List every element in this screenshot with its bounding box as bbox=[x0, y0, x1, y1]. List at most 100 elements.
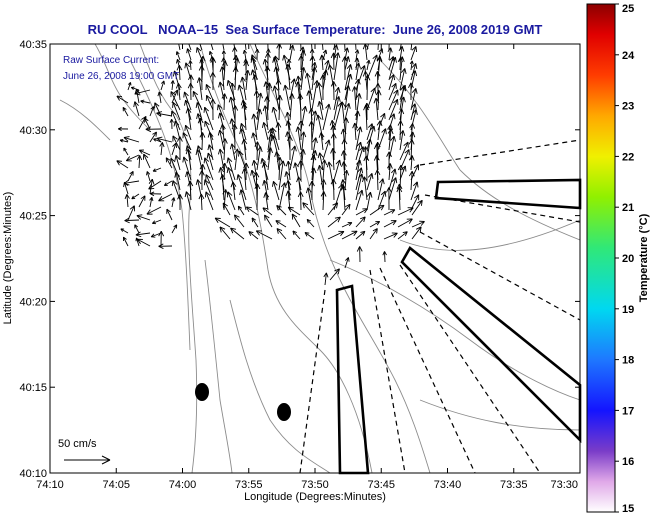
current-vector bbox=[344, 56, 351, 71]
current-vector bbox=[143, 153, 151, 169]
current-vector bbox=[300, 131, 307, 161]
current-vector bbox=[214, 217, 231, 228]
current-vector bbox=[262, 207, 273, 216]
current-vector bbox=[366, 138, 373, 161]
current-vector bbox=[356, 246, 363, 263]
current-vector bbox=[177, 136, 183, 161]
current-vector bbox=[221, 138, 228, 161]
current-vector bbox=[256, 146, 263, 171]
station-marker bbox=[195, 383, 209, 401]
current-vector bbox=[408, 155, 415, 171]
current-vector bbox=[163, 180, 173, 186]
y-tick-label: 40:10 bbox=[19, 468, 47, 480]
current-vector bbox=[134, 89, 151, 96]
current-vector bbox=[410, 164, 419, 181]
current-vector bbox=[411, 226, 422, 240]
current-vector bbox=[287, 206, 301, 216]
current-vector bbox=[261, 122, 269, 141]
current-vector bbox=[377, 44, 379, 51]
current-vector bbox=[207, 131, 214, 151]
current-vector bbox=[300, 67, 307, 91]
current-vector bbox=[410, 88, 418, 111]
current-vector bbox=[197, 117, 204, 141]
current-vector bbox=[300, 106, 308, 131]
current-vector bbox=[205, 174, 214, 191]
current-vector bbox=[311, 66, 318, 91]
colorbar-tick-label: 21 bbox=[622, 202, 634, 214]
contour-70m bbox=[419, 399, 580, 431]
current-vector bbox=[264, 96, 270, 121]
current-vector bbox=[299, 149, 306, 171]
current-vector bbox=[323, 272, 329, 286]
current-vector bbox=[322, 103, 331, 131]
current-vector bbox=[242, 49, 248, 61]
current-vector bbox=[263, 192, 270, 211]
current-vector bbox=[291, 213, 301, 228]
colorbar-tick-label: 15 bbox=[622, 503, 634, 515]
current-vector bbox=[327, 216, 341, 228]
current-vector bbox=[149, 197, 154, 208]
current-vector bbox=[171, 89, 179, 104]
current-vector bbox=[276, 228, 287, 240]
current-vector bbox=[228, 96, 236, 121]
radial-line bbox=[399, 264, 541, 474]
current-vector bbox=[317, 165, 324, 191]
current-vector bbox=[355, 208, 368, 216]
y-tick-label: 40:15 bbox=[19, 382, 47, 394]
current-vector bbox=[153, 138, 162, 143]
current-vector bbox=[289, 44, 295, 61]
contour-30m bbox=[249, 44, 431, 473]
colorbar bbox=[586, 3, 616, 513]
current-vector bbox=[176, 65, 183, 81]
current-vector bbox=[322, 44, 324, 51]
current-vector bbox=[266, 82, 273, 111]
current-vector bbox=[410, 181, 419, 201]
current-vector bbox=[218, 81, 225, 101]
x-tick-label: 74:10 bbox=[36, 479, 64, 491]
current-vector bbox=[341, 138, 348, 161]
contour-lower-harbor bbox=[94, 44, 151, 131]
current-vector bbox=[226, 191, 236, 211]
current-vector bbox=[198, 65, 205, 91]
current-vector bbox=[127, 170, 134, 182]
current-vector bbox=[123, 147, 129, 156]
current-vector bbox=[226, 167, 236, 191]
current-vector bbox=[255, 230, 273, 240]
current-vector bbox=[363, 155, 370, 181]
current-vector bbox=[397, 120, 404, 141]
current-vector bbox=[327, 230, 345, 240]
current-vector bbox=[254, 183, 261, 211]
current-vector bbox=[278, 160, 286, 191]
current-vector bbox=[158, 243, 173, 249]
current-vector bbox=[317, 101, 324, 121]
current-vector bbox=[366, 191, 373, 211]
current-vector bbox=[276, 95, 283, 121]
current-vector bbox=[175, 51, 181, 61]
current-vector bbox=[304, 232, 315, 240]
current-vector bbox=[376, 55, 383, 81]
radial-line bbox=[379, 267, 476, 474]
current-vector bbox=[377, 190, 387, 211]
current-vector bbox=[171, 224, 178, 234]
current-vector bbox=[229, 82, 236, 111]
current-vector bbox=[185, 145, 192, 161]
x-tick-label: 74:00 bbox=[169, 479, 197, 491]
current-vector bbox=[245, 206, 259, 216]
colorbar-tick-label: 19 bbox=[622, 304, 634, 316]
current-vector bbox=[333, 96, 341, 121]
current-vector bbox=[354, 49, 360, 61]
current-vector bbox=[295, 126, 302, 151]
current-vector bbox=[388, 135, 396, 161]
scale-arrow-icon bbox=[64, 455, 111, 465]
current-vector bbox=[369, 228, 378, 240]
current-vector bbox=[275, 220, 287, 228]
current-vector bbox=[222, 202, 231, 216]
current-vector bbox=[244, 69, 251, 91]
current-vector bbox=[366, 125, 376, 151]
current-vector bbox=[309, 180, 315, 201]
current-vector bbox=[145, 126, 162, 133]
current-vector bbox=[148, 180, 162, 190]
current-vector bbox=[317, 152, 324, 171]
current-vector bbox=[150, 232, 162, 238]
current-vector bbox=[355, 230, 366, 240]
